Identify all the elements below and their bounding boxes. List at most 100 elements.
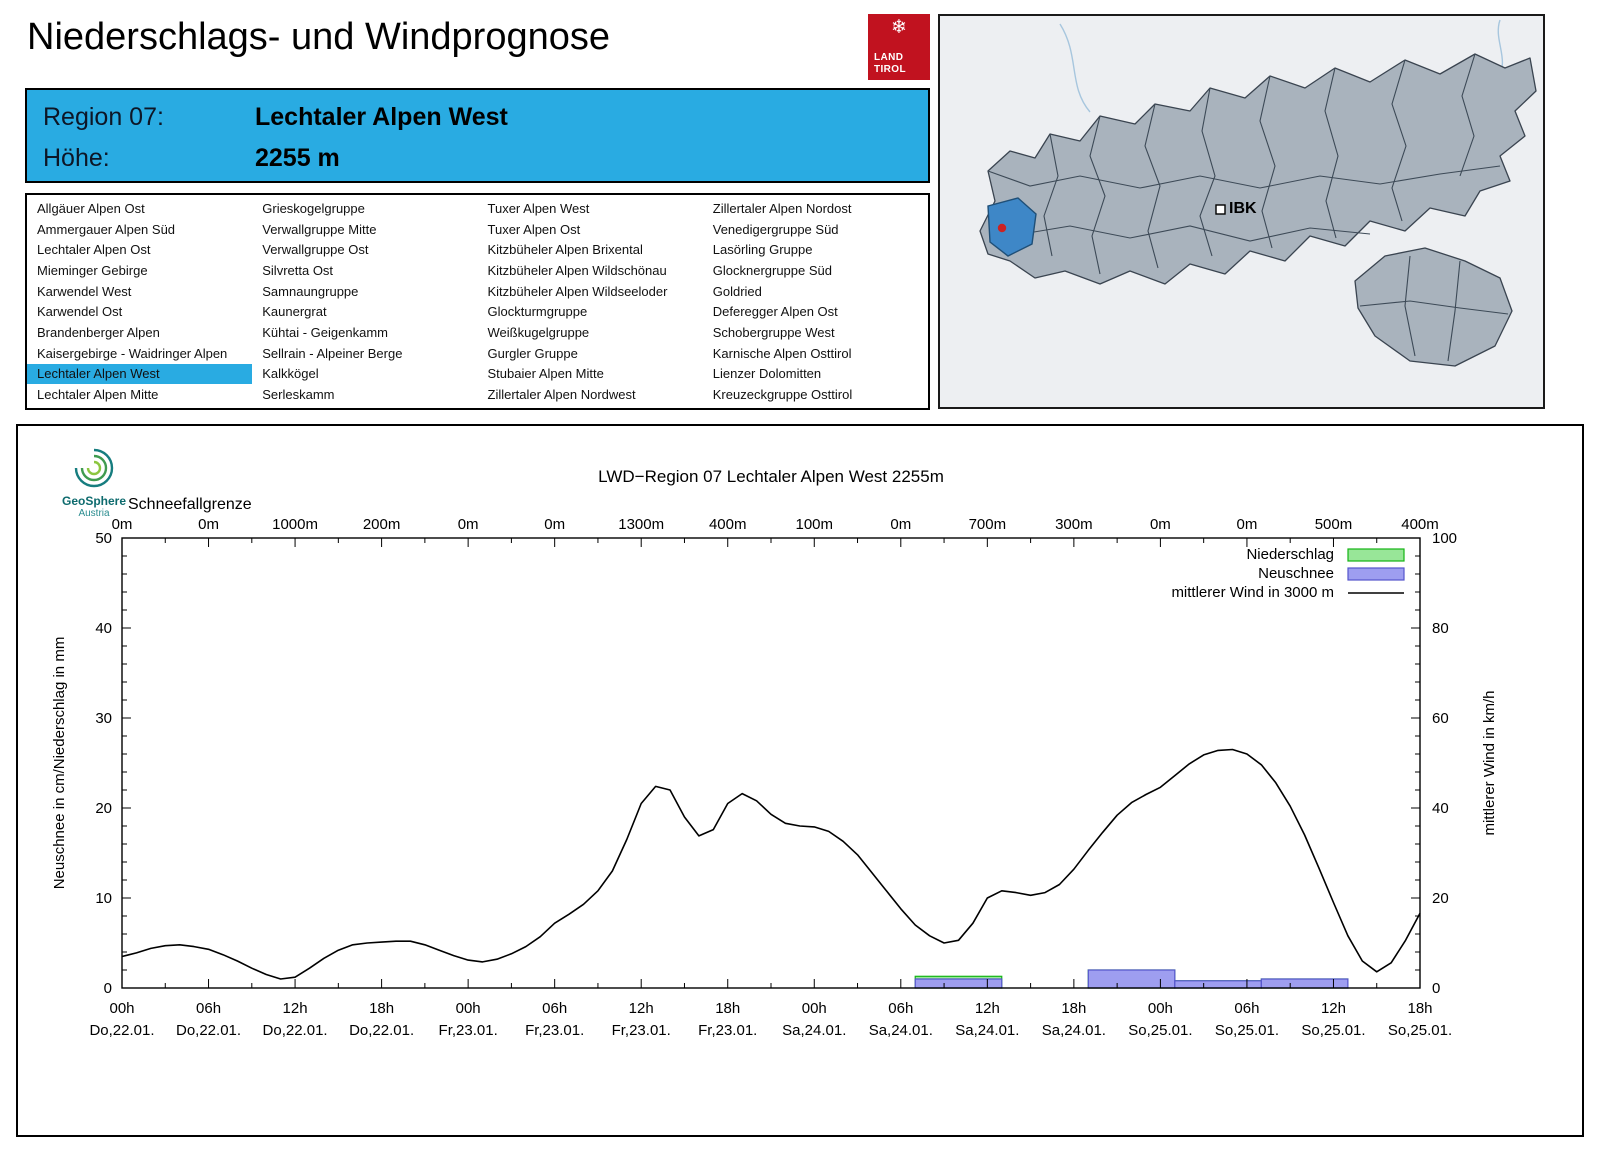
svg-text:00h: 00h <box>802 1000 827 1017</box>
region-list-item[interactable]: Deferegger Alpen Ost <box>712 304 838 320</box>
region-list-item[interactable]: Kalkkögel <box>262 366 319 382</box>
forecast-chart-panel: LWD−Region 07 Lechtaler Alpen West 2255m… <box>16 424 1584 1137</box>
svg-text:400m: 400m <box>709 516 747 533</box>
svg-text:mittlerer Wind in 3000 m: mittlerer Wind in 3000 m <box>1171 584 1334 601</box>
region-list-item[interactable]: Ammergauer Alpen Süd <box>37 221 176 237</box>
svg-text:Do,22.01.: Do,22.01. <box>176 1022 241 1039</box>
region-list-item[interactable]: Glocknergruppe Süd <box>712 262 832 278</box>
svg-text:18h: 18h <box>1407 1000 1432 1017</box>
altitude-value: 2255 m <box>255 144 340 172</box>
region-list-item[interactable]: Serleskamm <box>262 387 335 403</box>
svg-text:Do,22.01.: Do,22.01. <box>89 1022 154 1039</box>
region-list-item[interactable]: Zillertaler Alpen Nordwest <box>487 387 636 403</box>
selected-region-shape[interactable] <box>987 197 1037 257</box>
svg-text:40: 40 <box>1432 800 1449 817</box>
ibk-marker <box>1215 204 1226 215</box>
region-list-item[interactable]: Kitzbüheler Alpen Brixental <box>487 242 643 258</box>
region-list-item[interactable]: Gurgler Gruppe <box>487 345 578 361</box>
svg-text:Fr,23.01.: Fr,23.01. <box>612 1022 671 1039</box>
region-list-item[interactable]: Kreuzeckgruppe Osttirol <box>712 387 853 403</box>
svg-text:06h: 06h <box>542 1000 567 1017</box>
svg-text:0: 0 <box>104 980 112 997</box>
svg-text:0m: 0m <box>198 516 219 533</box>
svg-text:0m: 0m <box>544 516 565 533</box>
tirol-map[interactable]: IBK <box>938 14 1545 409</box>
svg-text:500m: 500m <box>1315 516 1353 533</box>
svg-text:Neuschnee: Neuschnee <box>1258 565 1334 582</box>
svg-text:0m: 0m <box>1150 516 1171 533</box>
map-osttirol <box>1354 247 1513 367</box>
svg-text:Niederschlag: Niederschlag <box>1246 546 1334 563</box>
svg-text:Do,22.01.: Do,22.01. <box>349 1022 414 1039</box>
region-list-item[interactable]: Karnische Alpen Osttirol <box>712 345 852 361</box>
region-list-item[interactable]: Karwendel Ost <box>37 304 123 320</box>
tirol-map-svg[interactable]: IBK <box>940 16 1543 407</box>
svg-text:18h: 18h <box>715 1000 740 1017</box>
region-list-item[interactable]: Mieminger Gebirge <box>37 262 148 278</box>
geosphere-country: Austria <box>78 508 110 520</box>
region-list-item[interactable]: Lienzer Dolomitten <box>712 366 822 382</box>
svg-text:Fr,23.01.: Fr,23.01. <box>439 1022 498 1039</box>
region-list-item[interactable]: Kaunergrat <box>262 304 327 320</box>
region-list-item[interactable]: Verwallgruppe Mitte <box>262 221 377 237</box>
region-list-item[interactable]: Lasörling Gruppe <box>712 242 813 258</box>
svg-text:06h: 06h <box>888 1000 913 1017</box>
svg-text:Fr,23.01.: Fr,23.01. <box>698 1022 757 1039</box>
svg-text:20: 20 <box>95 800 112 817</box>
svg-text:80: 80 <box>1432 620 1449 637</box>
region-list-item[interactable]: Weißkugelgruppe <box>487 325 590 341</box>
svg-text:06h: 06h <box>1234 1000 1259 1017</box>
svg-text:12h: 12h <box>1321 1000 1346 1017</box>
region-list-item-selected[interactable]: Lechtaler Alpen West <box>27 363 253 385</box>
region-list-item[interactable]: Lechtaler Alpen Mitte <box>37 387 159 403</box>
region-list: Allgäuer Alpen Ost Ammergauer Alpen Süd Le… <box>25 193 930 410</box>
svg-text:0m: 0m <box>458 516 479 533</box>
svg-text:So,25.01.: So,25.01. <box>1388 1022 1452 1039</box>
forecast-chart-svg: LWD−Region 07 Lechtaler Alpen West 2255m… <box>51 467 1498 1039</box>
ibk-label: IBK <box>1229 200 1257 217</box>
region-list-item[interactable]: Sellrain - Alpeiner Berge <box>262 345 403 361</box>
svg-text:1300m: 1300m <box>618 516 664 533</box>
svg-text:So,25.01.: So,25.01. <box>1128 1022 1192 1039</box>
svg-text:12h: 12h <box>629 1000 654 1017</box>
svg-text:400m: 400m <box>1401 516 1439 533</box>
region-list-item[interactable]: Goldried <box>712 283 762 299</box>
svg-text:18h: 18h <box>369 1000 394 1017</box>
svg-text:Sa,24.01.: Sa,24.01. <box>955 1022 1019 1039</box>
region-list-item[interactable]: Samnaungruppe <box>262 283 359 299</box>
svg-text:LWD−Region 07 Lechtaler Alpen: LWD−Region 07 Lechtaler Alpen West 2255m <box>598 467 944 486</box>
svg-text:00h: 00h <box>456 1000 481 1017</box>
region-list-item[interactable]: Stubaier Alpen Mitte <box>487 366 604 382</box>
region-list-item[interactable]: Allgäuer Alpen Ost <box>37 200 145 216</box>
region-list-item[interactable]: Kitzbüheler Alpen Wildseeloder <box>487 283 668 299</box>
region-list-item[interactable]: Karwendel West <box>37 283 132 299</box>
page-title: Niederschlags- und Windprognose <box>27 16 610 58</box>
region-list-item[interactable]: Glockturmgruppe <box>487 304 588 320</box>
svg-text:60: 60 <box>1432 710 1449 727</box>
region-list-item[interactable]: Lechtaler Alpen Ost <box>37 242 151 258</box>
region-list-item[interactable]: Kitzbüheler Alpen Wildschönau <box>487 262 667 278</box>
svg-text:300m: 300m <box>1055 516 1093 533</box>
land-tirol-logo: ❄ LAND TIROL <box>868 14 930 80</box>
svg-text:So,25.01.: So,25.01. <box>1301 1022 1365 1039</box>
svg-text:10: 10 <box>95 890 112 907</box>
region-list-item[interactable]: Verwallgruppe Ost <box>262 242 369 258</box>
svg-text:Do,22.01.: Do,22.01. <box>263 1022 328 1039</box>
region-list-item[interactable]: Venedigergruppe Süd <box>712 221 839 237</box>
region-list-item[interactable]: Kaisergebirge - Waidringer Alpen <box>37 345 228 361</box>
region-list-item[interactable]: Grieskogelgruppe <box>262 200 365 216</box>
svg-text:Fr,23.01.: Fr,23.01. <box>525 1022 584 1039</box>
svg-text:0m: 0m <box>890 516 911 533</box>
region-list-item[interactable]: Kühtai - Geigenkamm <box>262 325 388 341</box>
region-list-item[interactable]: Tuxer Alpen Ost <box>487 221 581 237</box>
svg-text:Sa,24.01.: Sa,24.01. <box>782 1022 846 1039</box>
region-list-item[interactable]: Tuxer Alpen West <box>487 200 590 216</box>
region-list-item[interactable]: Brandenberger Alpen <box>37 325 160 341</box>
geosphere-icon <box>74 448 114 488</box>
svg-text:12h: 12h <box>283 1000 308 1017</box>
region-list-item[interactable]: Silvretta Ost <box>262 262 334 278</box>
logo-line-1: LAND <box>874 52 904 63</box>
region-list-item[interactable]: Schobergruppe West <box>712 325 835 341</box>
region-list-item[interactable]: Zillertaler Alpen Nordost <box>712 200 852 216</box>
svg-text:20: 20 <box>1432 890 1449 907</box>
